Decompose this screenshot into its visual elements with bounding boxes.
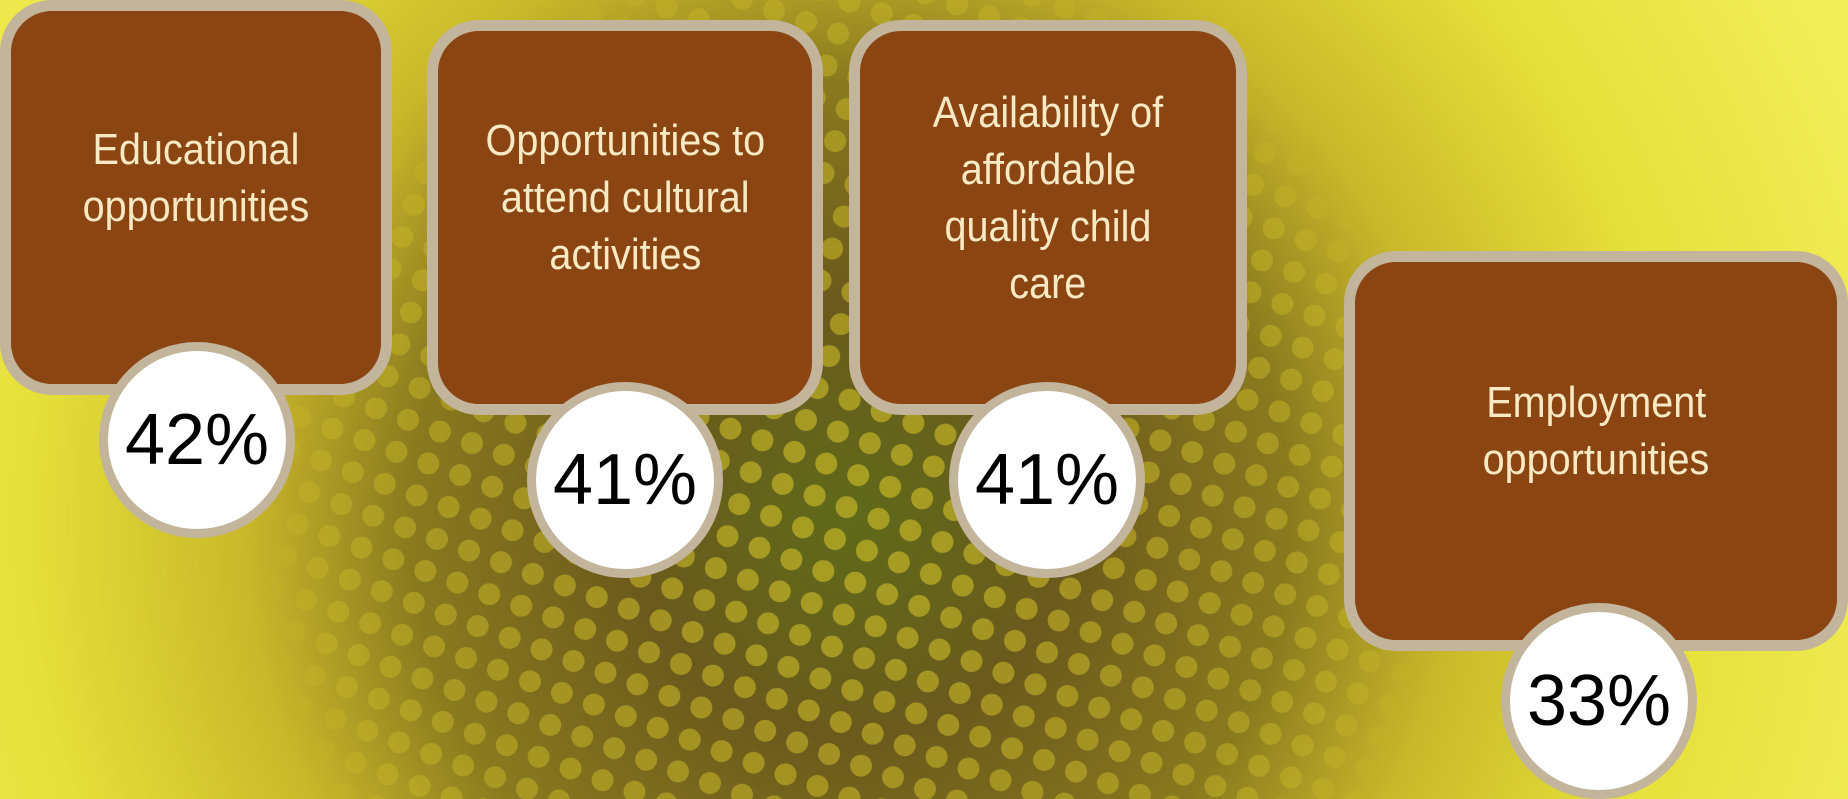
label-line: Opportunities to: [485, 112, 765, 169]
label-line: opportunities: [1483, 431, 1710, 488]
label-line: Availability of: [933, 84, 1163, 141]
label-line: quality child: [945, 198, 1152, 255]
infographic: Educationalopportunities42%Opportunities…: [0, 0, 1848, 799]
label-line: affordable: [960, 141, 1135, 198]
label-line: Employment: [1486, 374, 1706, 431]
percent-badge: 42%: [99, 342, 295, 538]
label-line: care: [1009, 255, 1086, 312]
label-line: attend cultural: [501, 169, 750, 226]
label-line: activities: [549, 226, 701, 283]
percent-badge: 41%: [949, 382, 1145, 578]
percent-badge: 33%: [1501, 603, 1697, 799]
percent-badge: 41%: [527, 382, 723, 578]
label-line: Educational: [93, 121, 300, 178]
label-line: opportunities: [83, 178, 310, 235]
